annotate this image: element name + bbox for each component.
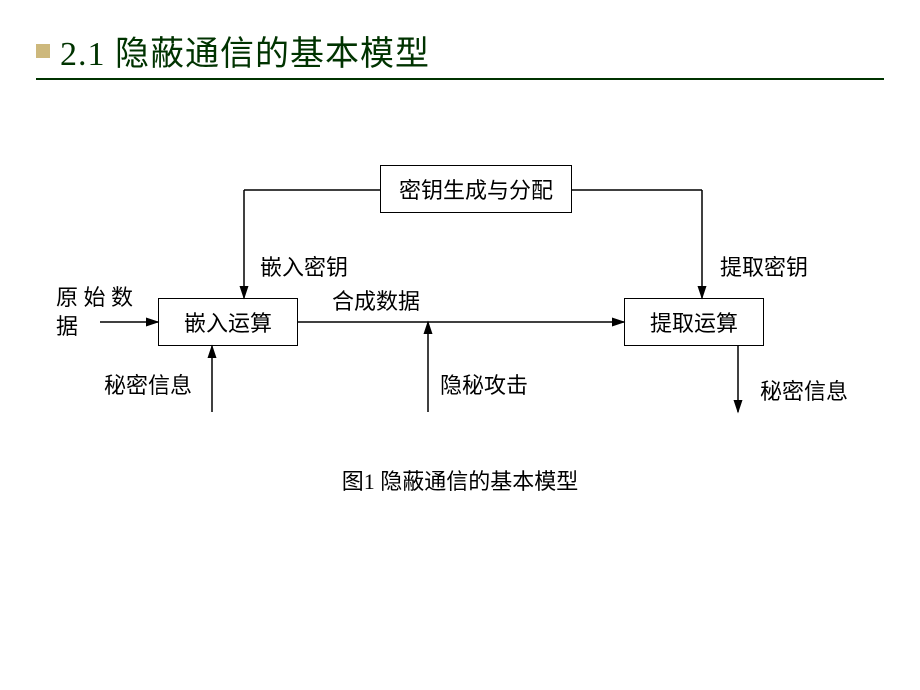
label-extract-key: 提取密钥 <box>720 254 808 283</box>
box-key-generation: 密钥生成与分配 <box>380 165 572 213</box>
box-label: 嵌入运算 <box>184 306 272 338</box>
flowchart-diagram: 密钥生成与分配 嵌入运算 提取运算 嵌入密钥 提取密钥 原 始 数 据 合成数据… <box>0 0 920 690</box>
label-embed-key: 嵌入密钥 <box>260 254 348 283</box>
box-extract-operation: 提取运算 <box>624 298 764 346</box>
arrows-svg <box>0 0 920 690</box>
label-secret-in: 秘密信息 <box>104 372 192 401</box>
label-stego-attack: 隐秘攻击 <box>440 372 528 401</box>
figure-caption: 图1 隐蔽通信的基本模型 <box>0 464 920 496</box>
box-embed-operation: 嵌入运算 <box>158 298 298 346</box>
label-raw-data: 原 始 数 据 <box>56 284 133 341</box>
label-synthetic-data: 合成数据 <box>332 288 420 317</box>
label-secret-out: 秘密信息 <box>760 378 848 407</box>
box-label: 提取运算 <box>650 306 738 338</box>
box-label: 密钥生成与分配 <box>399 173 553 205</box>
